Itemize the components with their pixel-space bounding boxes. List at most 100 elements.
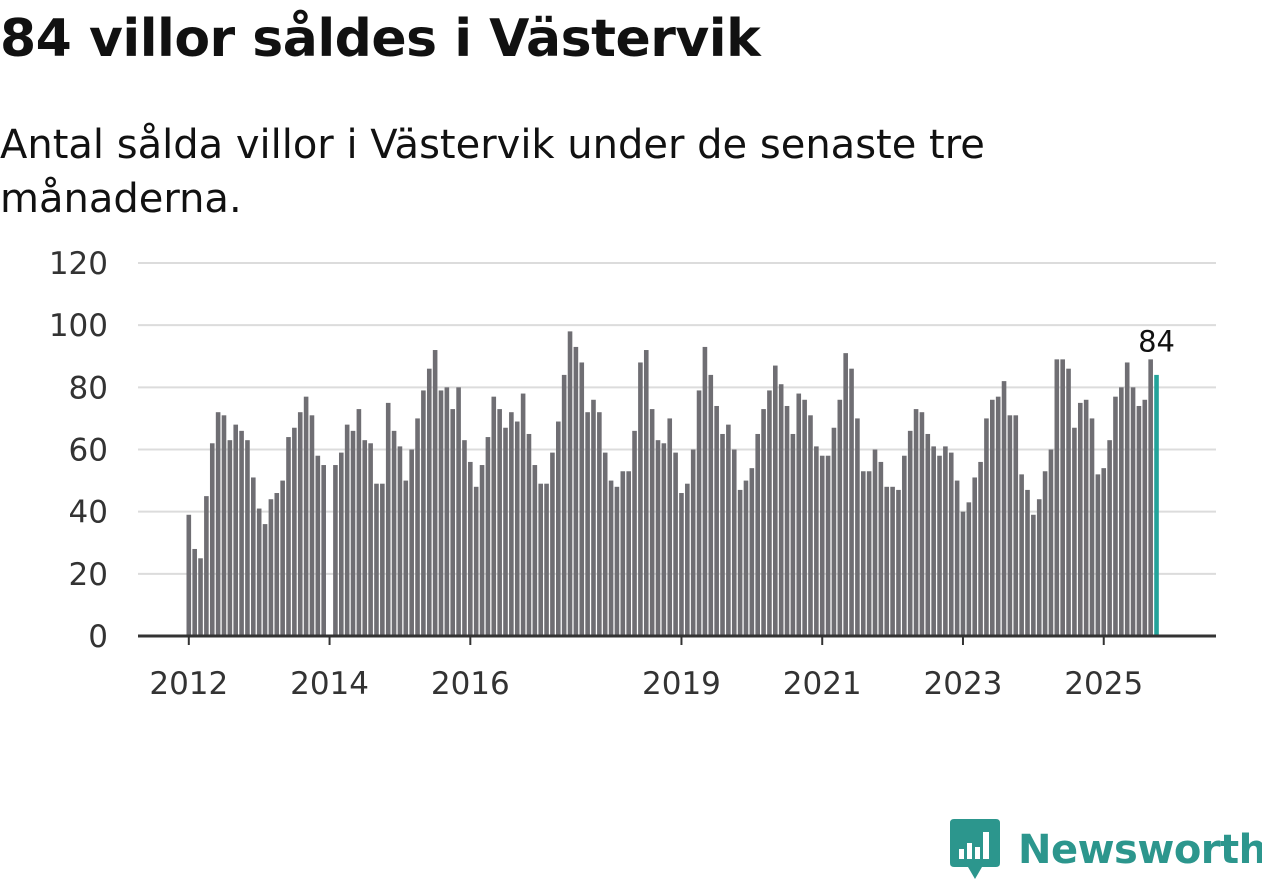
bar-11	[251, 477, 256, 636]
bar-6	[221, 415, 227, 636]
bar-160	[1124, 362, 1130, 636]
bar-127	[931, 446, 936, 636]
bar-68	[585, 412, 590, 636]
bar-151	[1072, 427, 1077, 636]
bar-125	[919, 412, 925, 636]
bar-27	[344, 424, 350, 636]
bar-155	[1095, 474, 1101, 636]
bar-2	[198, 558, 203, 636]
bar-77	[638, 362, 643, 636]
bar-14	[268, 499, 274, 636]
bar-43	[438, 390, 444, 636]
bar-42	[432, 350, 438, 636]
bar-86	[690, 449, 696, 636]
bar-76	[632, 430, 637, 636]
bar-82	[667, 418, 673, 636]
bar-72	[608, 480, 614, 636]
bar-120	[890, 486, 895, 636]
y-tick-label-80: 80	[69, 370, 108, 406]
bar-128	[937, 455, 942, 636]
bar-164	[1148, 359, 1153, 636]
y-tick-label-60: 60	[69, 433, 108, 469]
bar-75	[626, 471, 631, 636]
bar-50	[479, 465, 485, 636]
brand-name: Newsworthy	[1018, 827, 1262, 873]
bar-122	[902, 455, 907, 636]
bar-26	[338, 452, 344, 636]
bar-59	[532, 465, 538, 636]
bars	[186, 331, 1159, 637]
x-tick-label-2025: 2025	[1064, 666, 1143, 702]
bar-96	[749, 468, 755, 636]
bar-119	[884, 486, 890, 636]
bar-116	[866, 471, 872, 636]
newsworthy-logo-icon	[950, 819, 1000, 879]
bar-111	[837, 399, 843, 636]
bar-30	[362, 440, 368, 636]
bar-84	[679, 493, 684, 636]
bar-162	[1136, 405, 1142, 636]
bar-17	[286, 437, 291, 636]
bar-53	[497, 409, 502, 636]
bar-161	[1130, 387, 1136, 636]
bar-138	[995, 396, 1001, 636]
bar-144	[1031, 514, 1036, 636]
bar-35	[391, 430, 397, 636]
bar-101	[778, 384, 784, 636]
bar-66	[573, 346, 579, 636]
x-tick-label-2016: 2016	[431, 666, 510, 702]
bar-95	[743, 480, 749, 636]
bar-69	[591, 399, 596, 636]
bar-107	[814, 446, 819, 636]
y-tick-label-20: 20	[69, 557, 108, 593]
bar-65	[567, 331, 573, 636]
chart-title: 84 villor såldes i Västervik	[0, 9, 761, 69]
bar-153	[1083, 399, 1089, 636]
bar-19	[297, 412, 303, 636]
bar-123	[907, 430, 913, 636]
bar-78	[643, 350, 649, 636]
bar-16	[280, 480, 285, 636]
bar-21	[309, 415, 315, 636]
bar-133	[966, 502, 972, 636]
bar-115	[860, 471, 866, 636]
bar-44	[444, 387, 450, 636]
last-value-label: 84	[1138, 324, 1175, 358]
bar-62	[550, 452, 555, 636]
bar-73	[614, 486, 620, 636]
bar-109	[825, 455, 831, 636]
bar-102	[784, 405, 790, 636]
bar-98	[761, 409, 766, 636]
bar-32	[374, 483, 379, 636]
bar-126	[925, 433, 931, 636]
bar-165	[1154, 374, 1159, 636]
bar-130	[948, 452, 954, 636]
bar-118	[878, 461, 884, 636]
y-tick-label-40: 40	[69, 495, 108, 531]
y-tick-label-0: 0	[88, 619, 108, 655]
x-tick-label-2014: 2014	[290, 666, 369, 702]
bar-154	[1089, 418, 1095, 636]
bar-0	[186, 514, 192, 636]
bar-157	[1107, 440, 1112, 636]
bar-3	[204, 496, 209, 637]
bar-91	[720, 433, 725, 636]
bar-143	[1025, 489, 1030, 636]
bar-139	[1001, 381, 1007, 636]
bar-80	[655, 440, 661, 636]
bar-163	[1142, 399, 1148, 636]
bar-37	[403, 480, 409, 636]
bar-105	[802, 399, 807, 636]
bar-148	[1054, 359, 1060, 636]
bar-137	[990, 399, 995, 636]
bar-85	[685, 483, 690, 636]
bar-150	[1066, 368, 1071, 636]
bar-106	[808, 415, 813, 636]
bar-45	[450, 409, 456, 636]
bar-159	[1119, 387, 1124, 636]
bar-9	[239, 430, 244, 636]
bar-10	[245, 440, 250, 636]
bar-156	[1101, 468, 1107, 636]
bar-18	[292, 427, 297, 636]
bar-22	[315, 455, 321, 636]
